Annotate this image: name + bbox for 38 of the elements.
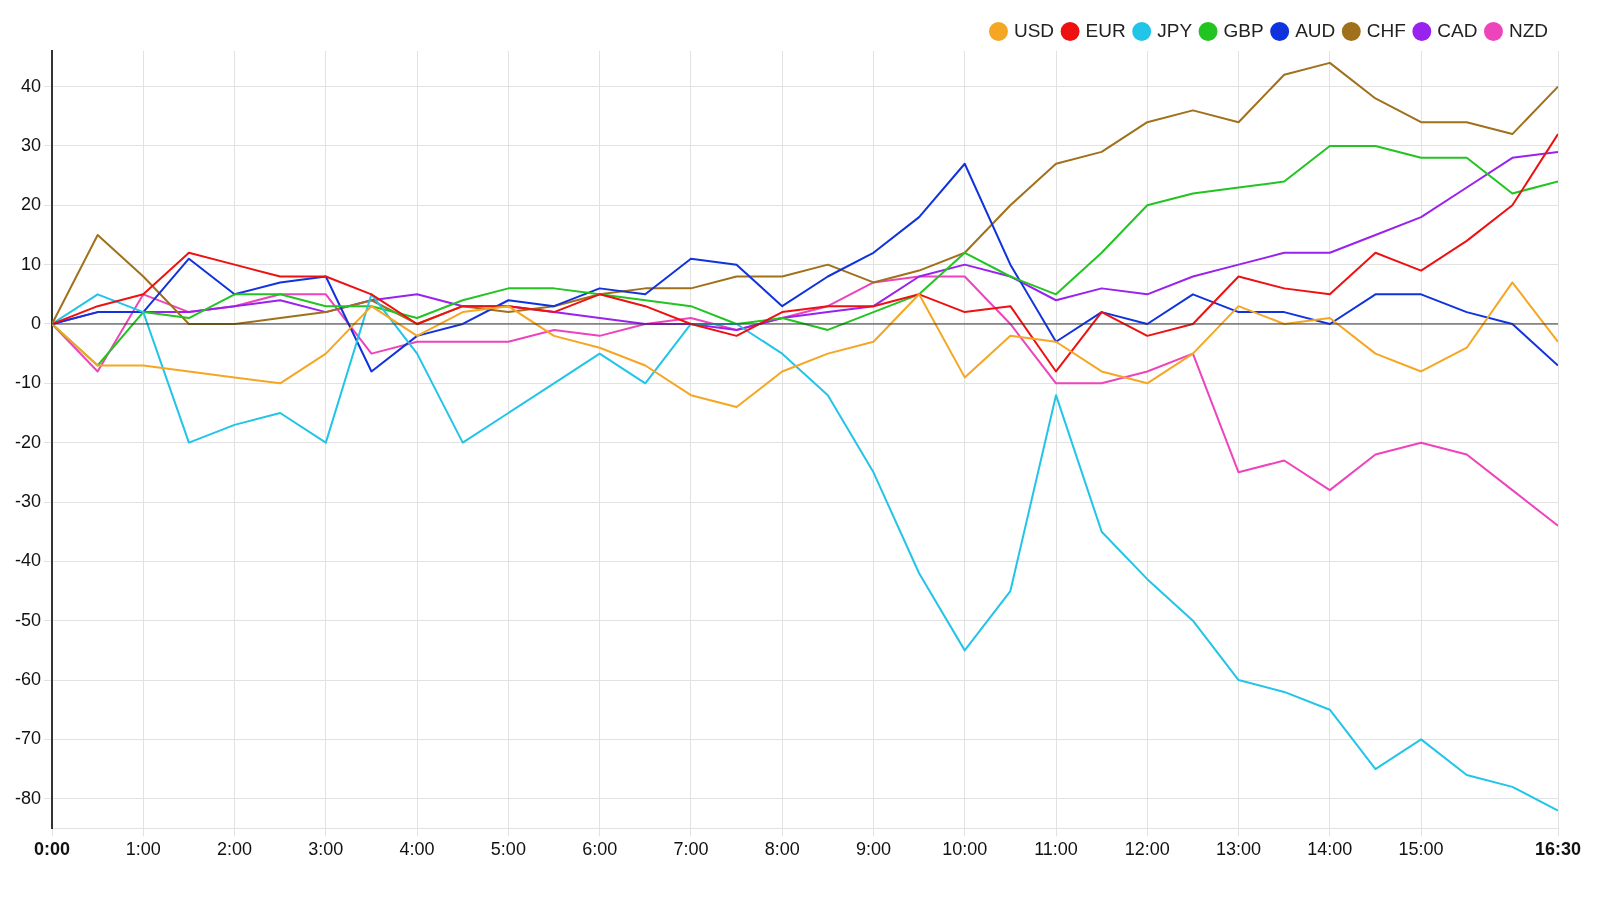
x-tick-label: 1:00 — [125, 839, 161, 860]
x-tick-label: 3:00 — [308, 839, 344, 860]
y-tick-label: -70 — [15, 728, 42, 749]
y-tick-label: -50 — [15, 609, 42, 630]
y-tick-label: -60 — [15, 669, 42, 690]
legend-label: EUR — [1085, 19, 1126, 41]
legend-label: CHF — [1366, 19, 1406, 41]
x-tick-label: 9:00 — [855, 839, 891, 860]
x-tick-label: 10:00 — [942, 839, 988, 860]
y-tick-label: -40 — [15, 550, 42, 571]
legend-label: AUD — [1295, 19, 1336, 41]
x-tick-label: 13:00 — [1216, 839, 1262, 860]
x-tick-label: 0:00 — [34, 839, 71, 860]
legend-label: GBP — [1223, 19, 1264, 41]
x-tick-label: 12:00 — [1124, 839, 1170, 860]
x-tick-label: 6:00 — [582, 839, 618, 860]
x-tick-label: 15:00 — [1398, 839, 1444, 860]
y-tick-label: 40 — [20, 75, 42, 96]
x-tick-label: 11:00 — [1034, 839, 1078, 860]
x-tick-label: 4:00 — [399, 839, 435, 860]
y-tick-label: 10 — [20, 253, 42, 274]
y-tick-label: 0 — [31, 312, 42, 333]
y-tick-label: -30 — [15, 490, 42, 511]
legend-label: USD — [1013, 19, 1055, 41]
y-tick-label: -20 — [15, 431, 42, 452]
x-tick-label: 16:30 — [1534, 839, 1582, 860]
legend-label: JPY — [1157, 19, 1193, 41]
x-tick-label: 2:00 — [217, 839, 253, 860]
y-tick-label: -80 — [15, 787, 42, 808]
legend-label: CAD — [1437, 19, 1478, 41]
y-tick-label: 20 — [20, 194, 42, 215]
x-tick-label: 7:00 — [673, 839, 709, 860]
x-tick-label: 8:00 — [764, 839, 800, 860]
x-tick-label: 5:00 — [490, 839, 526, 860]
y-tick-label: -10 — [15, 372, 42, 393]
legend-label: NZD — [1508, 19, 1549, 41]
y-tick-label: 30 — [20, 134, 42, 155]
x-tick-label: 14:00 — [1307, 839, 1353, 860]
